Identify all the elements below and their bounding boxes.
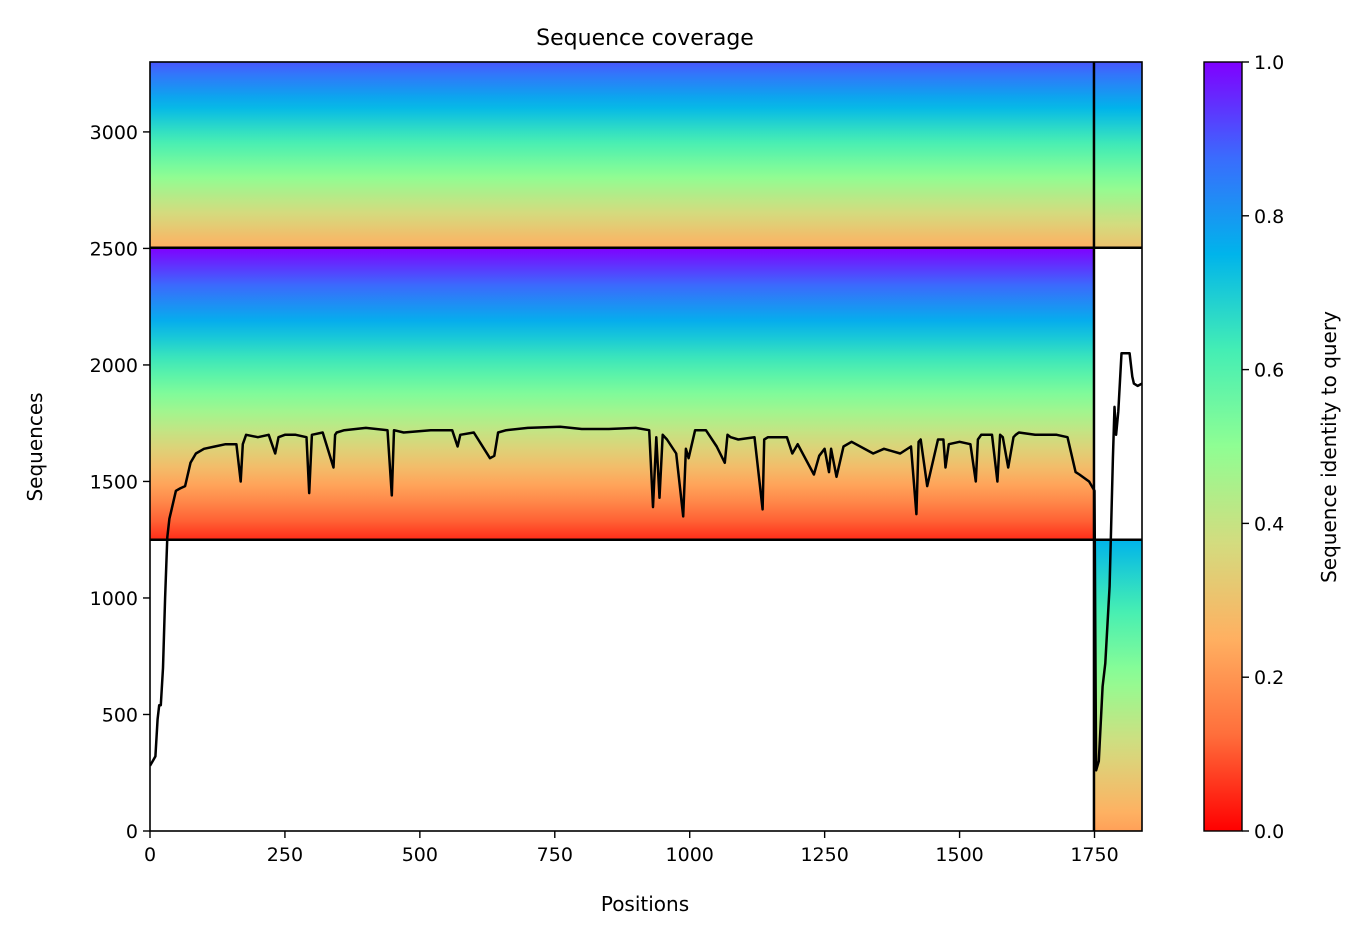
x-tick-label: 1250 <box>800 844 848 866</box>
x-axis-label: Positions <box>601 892 689 916</box>
y-tick-label: 2500 <box>90 238 138 260</box>
colorbar-tick-label: 0.2 <box>1254 667 1284 689</box>
x-tick-label: 0 <box>144 844 156 866</box>
coverage-line <box>150 352 1142 772</box>
colorbar-tick-label: 0.0 <box>1254 821 1284 843</box>
colorbar-tick-label: 0.6 <box>1254 360 1284 382</box>
colorbar-label: Sequence identity to query <box>1317 311 1341 583</box>
x-tick-label: 1000 <box>666 844 714 866</box>
colorbar-ticks: 0.0 0.2 0.4 0.6 0.8 1.0 <box>1242 52 1284 843</box>
x-tick-label: 1750 <box>1070 844 1118 866</box>
x-tick-label: 750 <box>537 844 573 866</box>
y-tick-label: 3000 <box>90 122 138 144</box>
colorbar-tick-label: 0.8 <box>1254 206 1284 228</box>
x-tick-label: 1500 <box>935 844 983 866</box>
y-tick-label: 500 <box>102 704 138 726</box>
heatmap-blocks <box>150 62 1142 831</box>
chart-title: Sequence coverage <box>536 26 754 51</box>
y-tick-label: 1500 <box>90 471 138 493</box>
x-tick-label: 250 <box>267 844 303 866</box>
block-upper-right <box>1093 62 1142 248</box>
block-upper-left <box>150 62 1094 248</box>
y-tick-label: 2000 <box>90 355 138 377</box>
y-tick-label: 1000 <box>90 588 138 610</box>
colorbar-tick-label: 0.4 <box>1254 513 1284 535</box>
colorbar-tick-label: 1.0 <box>1254 52 1284 74</box>
block-middle-left <box>150 247 1094 540</box>
x-tick-label: 500 <box>402 844 438 866</box>
x-axis-ticks: 0 250 500 750 1000 1250 1500 1750 <box>144 831 1119 866</box>
y-tick-label: 0 <box>126 821 138 843</box>
y-axis-label: Sequences <box>23 392 47 501</box>
plot-frame <box>149 61 1143 832</box>
y-axis-ticks: 0 500 1000 1500 2000 2500 3000 <box>90 122 150 843</box>
coverage-line-layer <box>150 352 1142 772</box>
block-lower-right <box>1093 539 1142 831</box>
colorbar <box>1203 61 1243 832</box>
chain-boundaries <box>150 62 1142 831</box>
